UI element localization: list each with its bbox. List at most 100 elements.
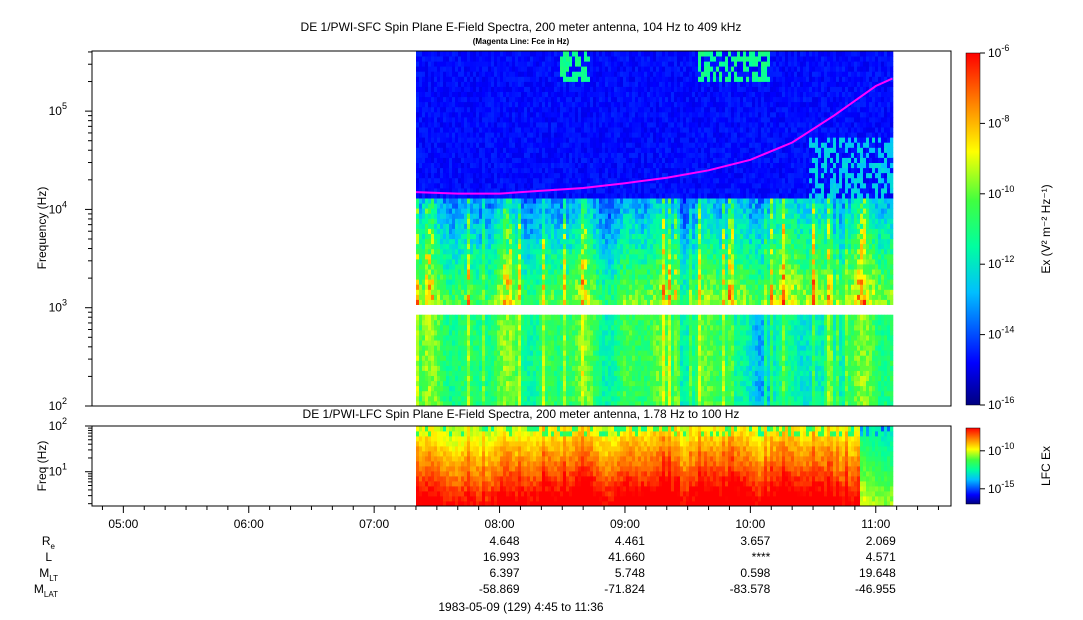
spectrogram-cell [533,385,537,392]
spectrogram-cell [590,365,594,371]
spectrogram-cell [821,365,825,371]
spectrogram-cell [695,289,699,295]
spectrogram-cell [488,340,492,346]
spectrogram-cell [449,385,453,392]
spectrogram-cell [887,395,891,402]
spectrogram-cell [728,350,732,356]
spectrogram-cell [653,375,657,382]
spectrogram-cell [800,243,804,250]
spectrogram-cell [518,269,522,275]
spectrogram-cell [479,274,483,280]
spectrogram-cell [497,248,501,255]
spectrogram-cell [857,299,861,305]
spectrogram-cell [446,324,450,331]
spectrogram-cell [731,279,735,285]
spectrogram-cell [503,269,507,275]
spectrogram-cell [500,385,504,392]
spectrogram-cell [620,294,624,300]
spectrogram-cell [680,299,684,305]
spectrogram-cell [650,395,654,402]
spectrogram-cell [581,395,585,402]
spectrogram-cell [500,355,504,361]
spectrogram-cell [488,264,492,270]
spectrogram-cell [473,350,477,356]
spectrogram-cell [572,350,576,356]
spectrogram-cell [467,370,471,376]
spectrogram-cell [434,375,438,382]
spectrogram-cell [890,385,894,392]
spectrogram-cell [890,350,894,356]
spectrogram-cell [833,385,837,392]
spectrogram-cell [851,350,855,356]
spectrogram-cell [875,355,879,361]
spectrogram-cell [611,355,615,361]
spectrogram-cell [482,269,486,275]
spectrogram-cell [779,360,783,366]
spectrogram-cell [626,279,630,285]
spectrogram-cell [734,243,738,250]
spectrogram-cell [767,284,771,290]
spectrogram-cell [611,279,615,285]
spectrogram-cell [434,360,438,366]
spectrogram-cell [497,365,501,371]
spectrogram-cell [488,284,492,290]
spectrogram-cell [587,365,591,371]
spectrogram-cell [554,324,558,331]
spectrogram-cell [428,269,432,275]
spectrogram-cell [503,329,507,336]
spectrogram-cell [629,284,633,290]
spectrogram-cell [764,243,768,250]
spectrogram-cell [845,365,849,371]
spectrogram-cell [518,365,522,371]
spectrogram-cell [617,264,621,270]
spectrogram-cell [629,380,633,387]
spectrogram-cell [806,258,810,265]
spectrogram-cell [650,335,654,341]
spectrogram-cell [563,380,567,387]
spectrogram-cell [836,350,840,356]
spectrogram-cell [626,294,630,300]
spectrogram-cell [677,390,681,397]
spectrogram-cell [569,284,573,290]
spectrogram-cell [467,355,471,361]
spectrogram-cell [479,329,483,336]
spectrogram-cell [839,299,843,305]
spectrogram-cell [779,258,783,265]
spectrogram-cell [689,395,693,402]
spectrogram-cell [626,375,630,382]
spectrogram-cell [644,395,648,402]
spectrogram-cell [701,400,705,406]
spectrogram-cell [662,390,666,397]
spectrogram-cell [437,335,441,341]
spectrogram-cell [668,289,672,295]
spectrogram-cell [461,324,465,331]
spectrogram-cell [536,329,540,336]
spectrogram-cell [812,284,816,290]
spectrogram-cell [488,390,492,397]
spectrogram-cell [662,395,666,402]
spectrogram-cell [575,345,579,351]
spectrogram-cell [557,365,561,371]
spectrogram-cell [569,385,573,392]
spectrogram-cell [497,329,501,336]
spectrogram-cell [800,238,804,245]
spectrogram-cell [686,400,690,406]
spectrogram-cell [803,395,807,402]
spectrogram-cell [635,385,639,392]
spectrogram-cell [653,294,657,300]
spectrogram-cell [479,345,483,351]
spectrogram-cell [773,253,777,260]
spectrogram-cell [584,248,588,255]
spectrogram-cell [779,340,783,346]
spectrogram-cell [452,299,456,305]
spectrogram-cell [785,335,789,341]
spectrogram-cell [671,294,675,300]
spectrogram-cell [524,329,528,336]
spectrogram-cell [848,340,852,346]
top-spectrogram [415,51,894,406]
spectrogram-cell [650,340,654,346]
spectrogram-cell [833,375,837,382]
spectrogram-cell [683,258,687,265]
spectrogram-cell [860,294,864,300]
spectrogram-cell [455,299,459,305]
